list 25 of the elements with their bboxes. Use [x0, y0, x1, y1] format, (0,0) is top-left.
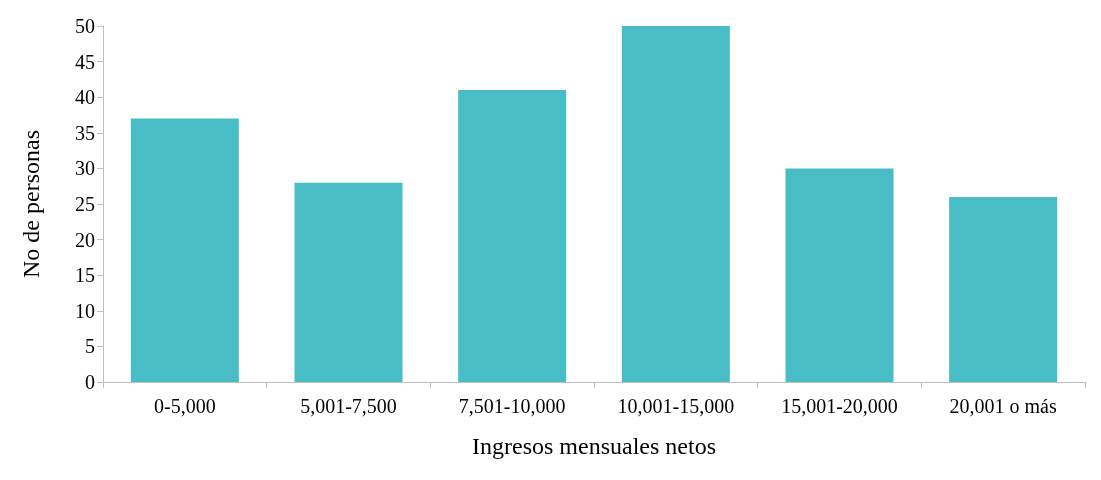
- bar: [130, 118, 239, 382]
- y-tick-label: 30: [75, 157, 95, 180]
- x-tick-label: 0-5,000: [154, 395, 216, 417]
- y-tick-label: 25: [75, 193, 95, 215]
- y-tick-label: 0: [85, 371, 95, 393]
- bar: [949, 196, 1058, 382]
- y-tick-label: 50: [75, 15, 95, 37]
- bar: [458, 90, 567, 382]
- y-tick-label: 10: [75, 299, 95, 322]
- y-tick-label: 45: [75, 50, 95, 73]
- x-tick-label: 5,001-7,500: [300, 395, 397, 417]
- x-axis-title: Ingresos mensuales netos: [472, 433, 716, 459]
- x-tick-label: 20,001 o más: [949, 395, 1057, 417]
- x-tick-label: 7,501-10,000: [458, 395, 566, 417]
- bar: [294, 182, 403, 382]
- y-tick-label: 35: [75, 121, 95, 144]
- x-tick-label: 15,001-20,000: [781, 395, 898, 417]
- y-axis-title: No de personas: [18, 130, 44, 278]
- y-tick-label: 5: [85, 335, 95, 358]
- y-tick-label: 20: [75, 228, 95, 251]
- x-tick-label: 10,001-15,000: [617, 395, 735, 417]
- y-tick-label: 15: [75, 264, 95, 287]
- bar: [785, 168, 894, 382]
- y-tick-label: 40: [75, 86, 95, 109]
- bar: [621, 26, 730, 382]
